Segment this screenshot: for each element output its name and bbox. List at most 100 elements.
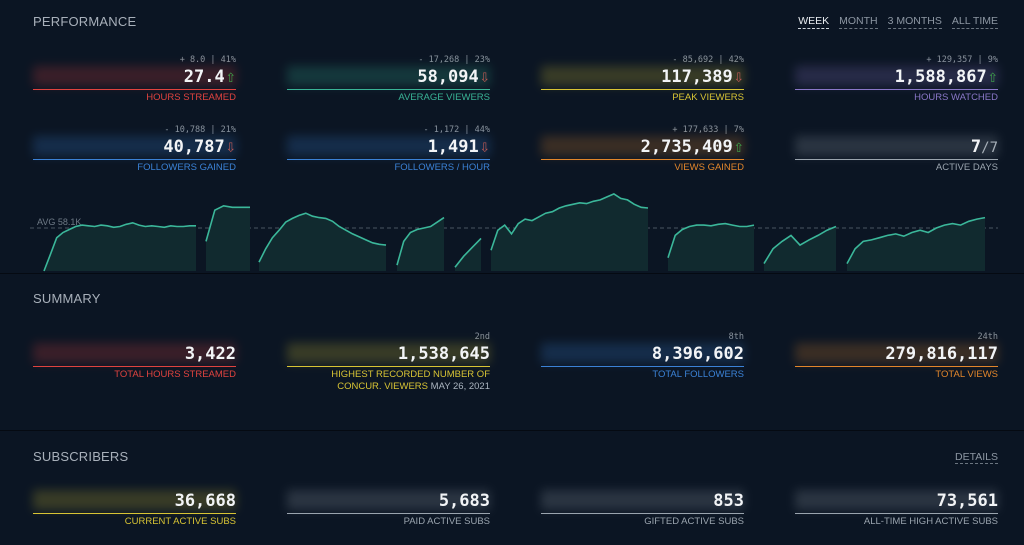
stat-number: 1,588,867 [894, 67, 987, 87]
stat-number: 36,668 [174, 491, 236, 511]
stat-number: 7 [970, 137, 982, 157]
stat-underline [287, 366, 490, 367]
stream-area-9 [847, 217, 985, 271]
stat-rank [795, 479, 998, 490]
range-tabs: WEEK MONTH 3 MONTHS ALL TIME [798, 15, 998, 29]
stat-label-text: GIFTED ACTIVE SUBS [644, 516, 744, 527]
stat-value: 73,561 [795, 490, 998, 512]
stat-underline [541, 366, 744, 367]
stream-area-2 [206, 205, 250, 271]
stat-label: TOTAL VIEWS [795, 369, 998, 381]
stat-number: 117,389 [661, 67, 733, 87]
stream-line-8[interactable] [763, 225, 837, 265]
stat-glow [287, 136, 490, 156]
stat-label-text: ALL-TIME HIGH ACTIVE SUBS [863, 516, 998, 527]
stat-glow [287, 343, 490, 363]
stat-average-viewers: - 17,268 | 23% 58,094⇩ AVERAGE VIEWERS [287, 55, 490, 104]
stream-line-3[interactable] [258, 212, 387, 263]
stat-value: 279,816,117 [795, 343, 998, 365]
stat-label: HOURS STREAMED [33, 92, 236, 104]
stat-label: TOTAL FOLLOWERS [541, 369, 744, 381]
stat-number: 27.4 [183, 67, 225, 87]
details-link[interactable]: DETAILS [955, 451, 998, 464]
stream-line-1[interactable] [43, 221, 196, 272]
stat-rank: 24th [977, 332, 998, 342]
stat-number: 40,787 [163, 137, 225, 157]
stat-glow [33, 136, 236, 156]
stat-label-text: AVERAGE VIEWERS [398, 92, 490, 103]
stat-paid-active-subs: 5,683 PAID ACTIVE SUBS [287, 479, 490, 528]
stat-gifted-active-subs: 853 GIFTED ACTIVE SUBS [541, 479, 744, 528]
stat-value: 5,683 [287, 490, 490, 512]
stat-label-text: HOURS WATCHED [914, 92, 998, 103]
stat-rank [541, 479, 744, 490]
stat-underline [287, 513, 490, 514]
record-date: MAY 26, 2021 [430, 381, 490, 392]
divider [0, 430, 1024, 431]
stat-label-text: TOTAL VIEWS [935, 369, 998, 380]
arrow-up-icon: ⇧ [733, 137, 744, 157]
stat-label: VIEWS GAINED [541, 162, 744, 174]
stream-area-8 [764, 226, 836, 271]
stat-value: 27.4⇧ [33, 66, 236, 88]
stream-line-5[interactable] [454, 237, 482, 268]
stat-underline [33, 513, 236, 514]
stat-label: GIFTED ACTIVE SUBS [541, 516, 744, 528]
stat-rank: 2nd [474, 332, 490, 342]
stat-rank: 8th [728, 332, 744, 342]
divider [0, 273, 1024, 274]
stat-rank [33, 332, 236, 343]
stream-area-5 [455, 238, 481, 271]
stat-number: 73,561 [936, 491, 998, 511]
stat-label-text: FOLLOWERS / HOUR [394, 162, 490, 173]
stat-value: 2,735,409⇧ [541, 136, 744, 158]
stream-line-4[interactable] [396, 216, 445, 266]
stat-glow [33, 343, 236, 363]
stat-delta: + 8.0 | 41% [179, 55, 236, 65]
arrow-down-icon: ⇩ [225, 137, 236, 157]
stat-label-text: CURRENT ACTIVE SUBS [124, 516, 236, 527]
stat-underline [541, 513, 744, 514]
stat-glow [541, 343, 744, 363]
stat-underline [33, 89, 236, 90]
stream-area-3 [259, 213, 386, 271]
stat-label-text: VIEWS GAINED [674, 162, 744, 173]
tab-3-months[interactable]: 3 MONTHS [887, 15, 942, 29]
stat-underline [795, 366, 998, 367]
stream-area-7 [668, 223, 754, 271]
stat-delta: - 85,692 | 42% [672, 55, 744, 65]
stat-number: 1,538,645 [397, 344, 490, 364]
stat-number: 3,422 [184, 344, 236, 364]
stat-underline [33, 366, 236, 367]
stat-hours-watched: + 129,357 | 9% 1,588,867⇧ HOURS WATCHED [795, 55, 998, 104]
tab-all-time[interactable]: ALL TIME [951, 15, 998, 29]
stat-label-text: HIGHEST RECORDED NUMBER OF [331, 369, 490, 380]
stat-glow [33, 490, 236, 510]
tab-month[interactable]: MONTH [839, 15, 878, 29]
stat-label-text: CONCUR. VIEWERS [337, 381, 429, 392]
stream-area-1 [44, 222, 196, 271]
stat-label-text: TOTAL FOLLOWERS [652, 369, 744, 380]
stat-total-views: 24th 279,816,117 TOTAL VIEWS [795, 332, 998, 381]
stat-number: 1,491 [427, 137, 479, 157]
stream-line-6[interactable] [490, 192, 649, 251]
arrow-up-icon: ⇧ [225, 67, 236, 87]
stream-line-9[interactable] [846, 216, 986, 264]
stat-glow [287, 490, 490, 510]
stat-current-active-subs: 36,668 CURRENT ACTIVE SUBS [33, 479, 236, 528]
arrow-down-icon: ⇩ [479, 67, 490, 87]
summary-title: SUMMARY [33, 291, 101, 306]
stat-glow [541, 66, 744, 86]
stat-denominator: /7 [981, 140, 998, 156]
stat-value: 36,668 [33, 490, 236, 512]
stat-label-text: ACTIVE DAYS [935, 162, 998, 173]
stat-underline [541, 159, 744, 160]
stat-label: CURRENT ACTIVE SUBS [33, 516, 236, 528]
stat-rank [287, 479, 490, 490]
stream-line-7[interactable] [667, 222, 755, 258]
stat-label: FOLLOWERS GAINED [33, 162, 236, 174]
tab-week[interactable]: WEEK [798, 15, 830, 29]
stat-glow [541, 490, 744, 510]
stat-delta: - 1,172 | 44% [423, 125, 490, 135]
stream-line-2[interactable] [205, 204, 250, 242]
